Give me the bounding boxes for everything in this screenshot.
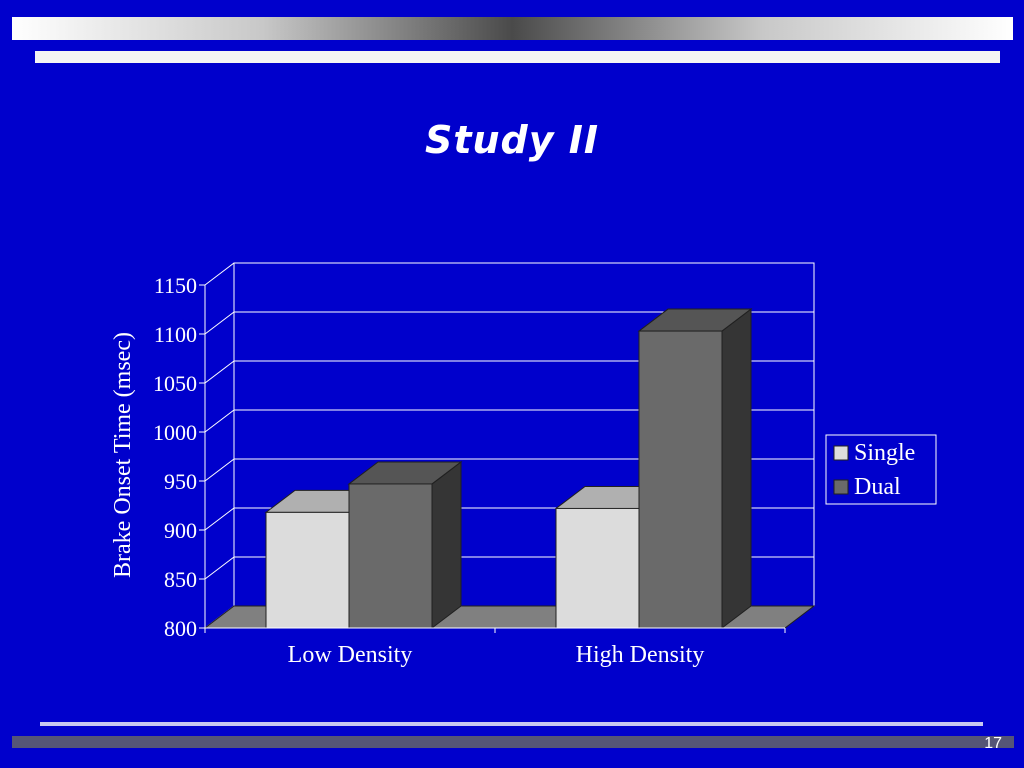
- chart-legend: Single Dual: [825, 434, 937, 505]
- x-category-label: Low Density: [288, 642, 413, 668]
- bar-front: [638, 330, 723, 629]
- x-category-label: High Density: [576, 642, 705, 668]
- legend-label-single: Single: [854, 440, 915, 466]
- bottom-decor-bar: [12, 736, 1014, 748]
- y-tick-label: 900: [164, 518, 197, 543]
- bar-front: [348, 483, 433, 629]
- chart-bars: [264, 308, 753, 630]
- y-tick-label: 1000: [153, 420, 197, 445]
- legend-swatch-dual: [833, 479, 849, 495]
- y-tick-label: 800: [164, 616, 197, 641]
- gridline: [204, 458, 814, 482]
- legend-swatch-single: [833, 445, 849, 461]
- y-tick-label: 1050: [153, 371, 197, 396]
- legend-box: [825, 434, 937, 505]
- gridline: [204, 262, 814, 286]
- page-number: 17: [984, 735, 1002, 752]
- top-decor-bar: [12, 17, 1013, 40]
- top-decor-line: [35, 51, 1000, 63]
- side-wall-edge: [204, 263, 235, 629]
- bar-side: [721, 308, 752, 630]
- y-tick-label: 950: [164, 469, 197, 494]
- y-tick-label: 850: [164, 567, 197, 592]
- bottom-decor-line: [40, 722, 983, 726]
- chart-labels: 800 850 900 950 1000 1050 1100 1150 Low Density H…: [110, 273, 704, 668]
- bar-side: [431, 460, 462, 630]
- gridline: [204, 409, 814, 433]
- y-axis-title: Brake Onset Time (msec): [110, 332, 136, 578]
- bar-front: [265, 511, 350, 629]
- bar-dual-2: [637, 308, 753, 630]
- gridline: [204, 360, 814, 384]
- bar-front: [555, 507, 640, 629]
- y-tick-label: 1100: [154, 322, 197, 347]
- chart-axes: [199, 284, 786, 633]
- slide-title: Study II: [424, 118, 600, 162]
- legend-label-dual: Dual: [854, 474, 901, 500]
- gridline: [204, 311, 814, 335]
- y-tick-label: 1150: [154, 273, 197, 298]
- bar-dual-1: [347, 460, 463, 630]
